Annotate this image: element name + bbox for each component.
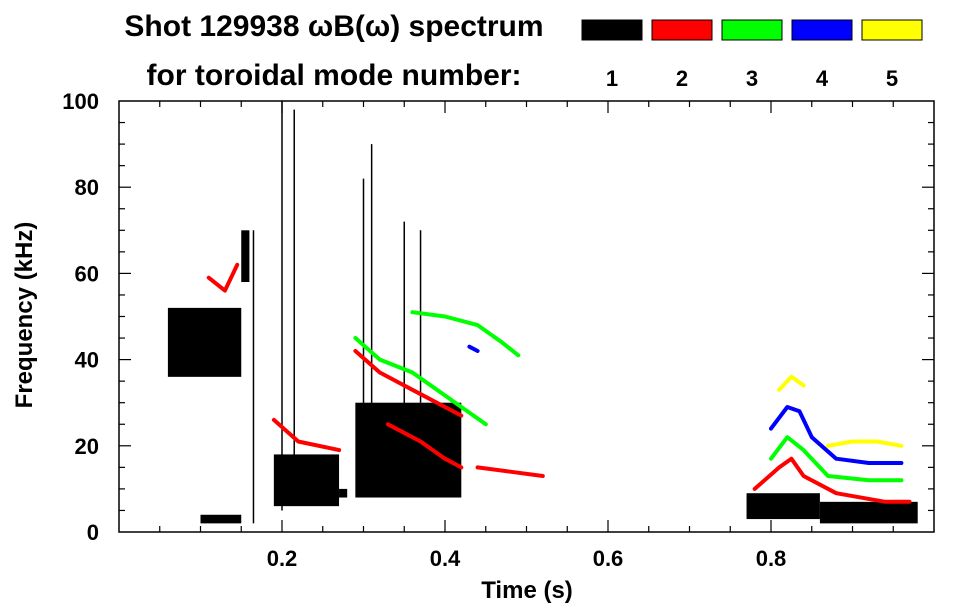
plot-area <box>119 101 934 532</box>
chart-title: Shot 129938 ωB(ω) spectrum <box>124 10 543 43</box>
series-n=2 <box>206 262 912 504</box>
series-n=3-track-2 <box>769 435 904 483</box>
y-tick-label: 20 <box>75 434 99 459</box>
legend-swatch-mode-4 <box>791 19 853 41</box>
legend-label-mode-4: 4 <box>816 66 829 91</box>
series-n=1-blob-6 <box>746 493 820 520</box>
x-tick-label: 0.6 <box>593 546 624 571</box>
series-n=1-blob-1 <box>241 230 250 283</box>
axes: 0.2 0.4 0.6 0.8 0 20 40 60 80 100 <box>62 89 935 571</box>
series-n=3 <box>353 310 904 483</box>
series-n=2-track-3 <box>385 422 464 470</box>
mode-legend: 1 2 3 4 5 <box>581 19 923 91</box>
y-tick-label: 100 <box>62 89 99 114</box>
series-n=1-blob-3 <box>273 454 340 507</box>
spectrum-data <box>167 101 918 524</box>
y-tick-label: 0 <box>87 520 99 545</box>
series-n=4-track-1 <box>467 344 480 353</box>
series-n=3-track-1 <box>353 336 488 427</box>
x-tick-label: 0.4 <box>430 546 461 571</box>
legend-swatch-mode-5 <box>861 19 923 41</box>
series-n=2-track-1 <box>271 417 342 453</box>
legend-swatch-mode-3 <box>721 19 783 41</box>
x-tick-label: 0.8 <box>756 546 787 571</box>
y-tick-label: 40 <box>75 348 99 373</box>
x-tick-label: 0.2 <box>267 546 298 571</box>
x-axis-label: Time (s) <box>481 577 573 604</box>
y-tick-label: 60 <box>75 261 99 286</box>
legend-swatch-mode-1 <box>581 19 643 41</box>
series-n=5-track-1 <box>826 439 904 448</box>
legend-swatch-mode-2 <box>651 19 713 41</box>
series-n=1-blob-5 <box>355 402 462 498</box>
legend-label-mode-5: 5 <box>886 66 898 91</box>
y-tick-label: 80 <box>75 175 99 200</box>
series-n=1-blob-4 <box>339 488 348 498</box>
chart-subtitle: for toroidal mode number: <box>147 59 522 92</box>
series-n=4 <box>467 344 904 465</box>
series-n=4-track-0 <box>769 405 904 465</box>
series-n=1-blob-2 <box>200 514 242 524</box>
series-n=1-blob-0 <box>167 307 242 377</box>
y-axis-label: Frequency (kHz) <box>11 222 38 409</box>
series-n=1 <box>167 101 918 524</box>
series-n=2-track-2 <box>353 349 464 418</box>
legend-label-mode-2: 2 <box>676 66 688 91</box>
series-n=2-track-0 <box>206 262 240 293</box>
series-n=2-track-5 <box>752 456 912 504</box>
series-n=5-track-0 <box>777 374 806 392</box>
series-n=3-track-0 <box>410 310 521 358</box>
legend-label-mode-1: 1 <box>606 66 618 91</box>
series-n=2-track-4 <box>475 465 545 478</box>
series-n=1-blob-7 <box>819 501 918 524</box>
series-n=5 <box>777 374 904 448</box>
legend-label-mode-3: 3 <box>746 66 758 91</box>
